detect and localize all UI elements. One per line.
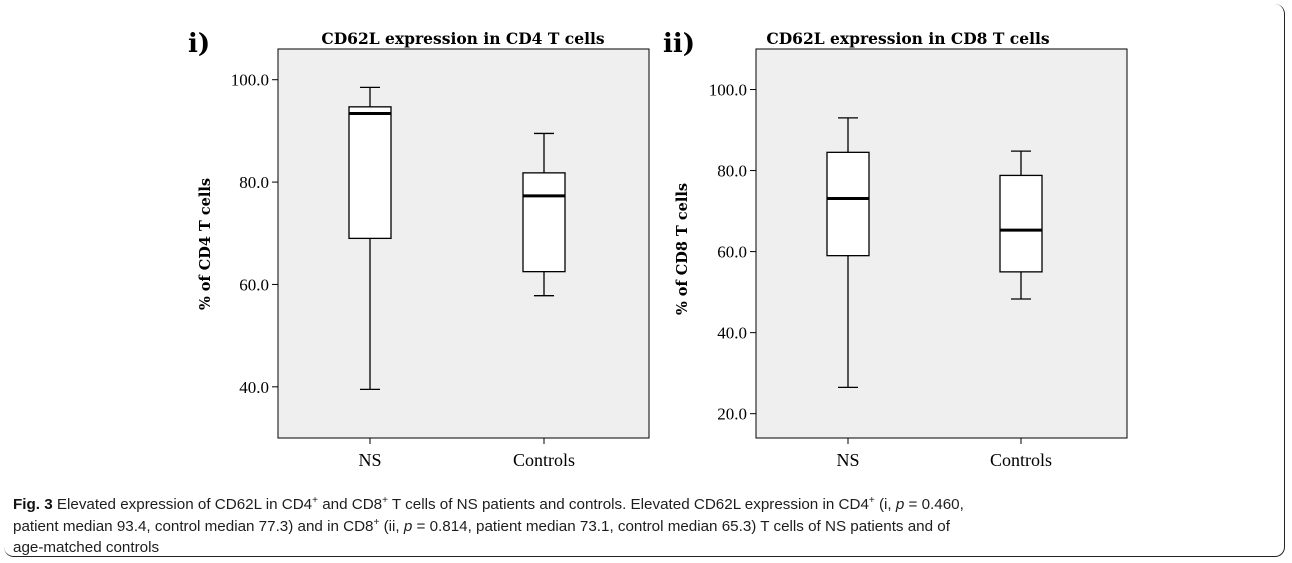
y-axis-label-ii: % of CD8 T cells (674, 183, 691, 315)
y-tick-label: 100.0 (709, 81, 747, 100)
caption-sup-2: + (382, 494, 388, 506)
y-tick-label: 40.0 (239, 378, 269, 397)
caption-sup-1: + (312, 494, 318, 506)
caption-text-1c: T cells of NS patients and controls. Ele… (387, 496, 869, 513)
x-category-label: NS (358, 450, 381, 470)
y-tick-label: 40.0 (717, 324, 747, 343)
caption-text-1d: (i, (874, 496, 896, 513)
box-iqr (348, 106, 392, 240)
box-iqr (999, 174, 1043, 273)
y-tick-label: 80.0 (239, 173, 269, 192)
caption-p-1: p (895, 496, 905, 513)
caption-text-1b: and CD8 (317, 496, 383, 513)
figure-panels: i) CD62L expression in CD4 T cells 40.0 6… (188, 29, 1128, 470)
y-tick-label: 60.0 (717, 243, 747, 262)
box-iqr (522, 172, 566, 273)
plot-area-i (277, 48, 650, 439)
caption-text-3: age-matched controls (13, 539, 160, 556)
caption-text-1a: Elevated expression of CD62L in CD4 (52, 496, 313, 513)
caption-text-2b: (ii, (379, 517, 404, 535)
panel-i: i) CD62L expression in CD4 T cells 40.0 6… (188, 29, 650, 470)
caption-text-2a: patient median 93.4, control median 77.3… (13, 517, 374, 535)
caption-sup-4: + (373, 516, 380, 528)
x-category-label: NS (836, 450, 859, 470)
box-iqr (826, 151, 870, 257)
caption-text-1e: = 0.460, (904, 496, 964, 513)
x-category-label: Controls (513, 450, 575, 470)
y-tick-label: 20.0 (717, 405, 747, 424)
panel-label-ii: ii) (663, 29, 695, 59)
y-axis-label-i: % of CD4 T cells (197, 178, 214, 310)
caption-p-2: p (403, 517, 413, 535)
y-tick-label: 80.0 (717, 162, 747, 181)
figure-frame (4, 4, 1285, 557)
panel-ii: ii) CD62L expression in CD8 T cells 20.0… (663, 29, 1128, 470)
caption-text-2c: = 0.814, patient median 73.1, control me… (412, 517, 950, 535)
panel-label-i: i) (188, 29, 210, 59)
panel-title-ii: CD62L expression in CD8 T cells (766, 29, 1049, 48)
plot-area-ii (755, 48, 1128, 439)
plot-marks-ii: 20.0 40.0 60.0 80.0 100.0 NS Controls (709, 81, 1052, 470)
plot-marks-i: 40.0 60.0 80.0 100.0 NS Controls (231, 71, 575, 470)
caption-sup-3: + (868, 494, 875, 506)
figure-caption: Fig. 3 Elevated expression of CD62L in C… (13, 494, 1275, 559)
y-tick-label: 100.0 (231, 71, 269, 90)
caption-fig-label: Fig. 3 (13, 496, 53, 513)
panel-title-i: CD62L expression in CD4 T cells (321, 29, 604, 48)
y-tick-label: 60.0 (239, 275, 269, 294)
x-category-label: Controls (990, 450, 1052, 470)
